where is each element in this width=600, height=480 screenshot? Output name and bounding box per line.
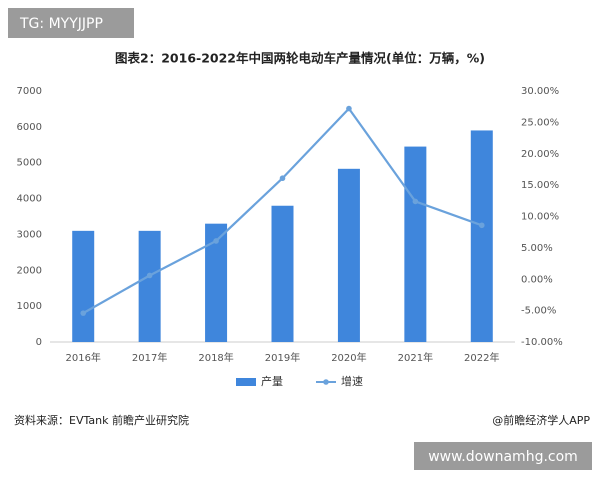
legend-swatch [323, 379, 329, 385]
y2-tick-label: 10.00% [521, 212, 559, 223]
legend-swatch [236, 378, 256, 386]
line-point [80, 310, 87, 316]
watermark: TG: MYYJJPP [19, 16, 103, 32]
watermark-box [414, 442, 592, 470]
y-tick-label: 5000 [17, 158, 42, 169]
y-tick-label: 0 [36, 337, 42, 348]
y2-tick-label: 30.00% [521, 86, 559, 97]
x-tick-label: 2018年 [198, 351, 233, 364]
line-point [478, 222, 485, 229]
y-tick-label: 6000 [17, 122, 42, 133]
bar [72, 230, 95, 342]
y-tick-label: 3000 [17, 229, 42, 240]
y2-tick-label: -10.00% [521, 337, 563, 348]
x-tick-label: 2016年 [65, 351, 100, 364]
y2-tick-label: 25.00% [521, 117, 559, 128]
x-tick-label: 2017年 [132, 351, 167, 364]
legend-label: 增速 [341, 374, 363, 388]
line-point [146, 272, 153, 279]
x-tick-label: 2022年 [464, 351, 499, 364]
y2-tick-label: 15.00% [521, 180, 559, 191]
line-point [279, 175, 286, 182]
chart-title: 图表2：2016-2022年中国两轮电动车产量情况(单位：万辆，%) [115, 51, 485, 66]
bar [271, 205, 294, 342]
credit: @前瞻经济学人APP [492, 413, 590, 427]
bar [470, 130, 493, 342]
y2-tick-label: 0.00% [521, 274, 553, 285]
line-point [346, 105, 352, 112]
watermark-box [8, 8, 134, 38]
source: 资料来源：EVTank 前瞻产业研究院 [14, 413, 189, 427]
legend-label: 产量 [261, 374, 283, 388]
watermark: www.downamhg.com [428, 449, 578, 465]
y2-tick-label: 5.00% [521, 243, 553, 254]
y-tick-label: 1000 [17, 301, 42, 312]
y2-tick-label: 20.00% [521, 149, 559, 160]
bar [205, 223, 228, 342]
bar [138, 230, 161, 342]
line-point [412, 198, 419, 205]
y2-tick-label: -5.00% [521, 306, 556, 317]
bar [337, 168, 360, 342]
bar [404, 146, 427, 342]
line-point [213, 238, 219, 244]
y-tick-label: 7000 [17, 86, 42, 97]
y-tick-label: 2000 [17, 265, 42, 276]
x-tick-label: 2020年 [331, 351, 366, 364]
x-tick-label: 2019年 [265, 351, 300, 364]
y-tick-label: 4000 [17, 194, 42, 205]
x-tick-label: 2021年 [398, 351, 433, 364]
